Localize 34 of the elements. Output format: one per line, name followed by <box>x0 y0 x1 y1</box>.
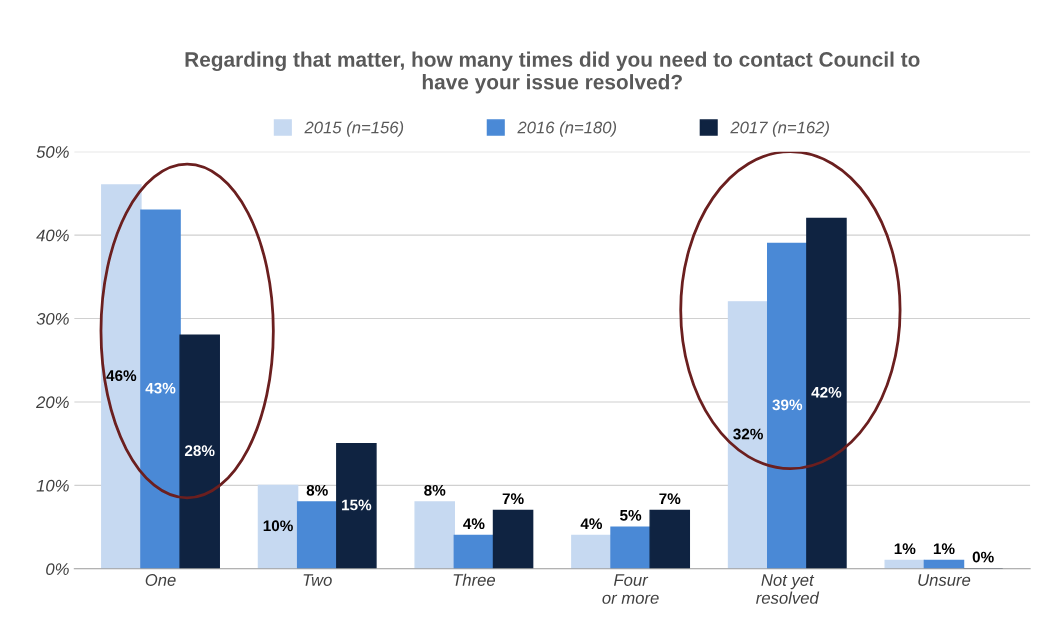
data-label: 1% <box>894 543 916 555</box>
data-label: 43% <box>145 382 176 394</box>
y-tick-label: 30% <box>36 312 69 325</box>
data-label: 32% <box>733 428 763 440</box>
legend-label: 2016 (n=180) <box>517 121 617 137</box>
data-label: 1% <box>933 543 955 555</box>
x-tick-label: Not yet resolved <box>756 574 820 604</box>
chart-title: Regarding that matter, how many times did you need to contact Council to have your issue resolved? <box>185 51 920 94</box>
data-label: 8% <box>306 484 328 496</box>
x-tick-label: Four or more <box>602 574 659 604</box>
data-label: 7% <box>502 493 524 505</box>
x-tick-label: One <box>145 574 176 586</box>
legend-label: 2015 (n=156) <box>304 121 404 137</box>
data-label: 46% <box>106 370 137 382</box>
data-label: 4% <box>463 518 485 530</box>
data-label: 5% <box>620 509 642 521</box>
x-tick-label: Unsure <box>918 574 971 586</box>
y-tick-label: 20% <box>36 396 69 409</box>
x-tick-label: Two <box>303 574 332 586</box>
data-label: 7% <box>659 493 681 505</box>
legend-label: 2017 (n=162) <box>730 121 829 137</box>
x-tick-label: Three <box>453 573 496 586</box>
data-label: 8% <box>424 484 446 496</box>
y-tick-label: 10% <box>36 479 69 492</box>
y-tick-label: 40% <box>36 229 69 242</box>
data-label: 4% <box>580 518 603 530</box>
data-label: 0% <box>972 551 994 563</box>
data-label: 15% <box>342 499 372 511</box>
data-label: 42% <box>811 386 842 398</box>
y-tick-label: 50% <box>36 146 69 158</box>
y-tick-label: 0% <box>46 563 69 575</box>
data-label: 28% <box>184 445 215 457</box>
data-label: 39% <box>772 399 803 411</box>
data-label: 10% <box>263 520 293 532</box>
